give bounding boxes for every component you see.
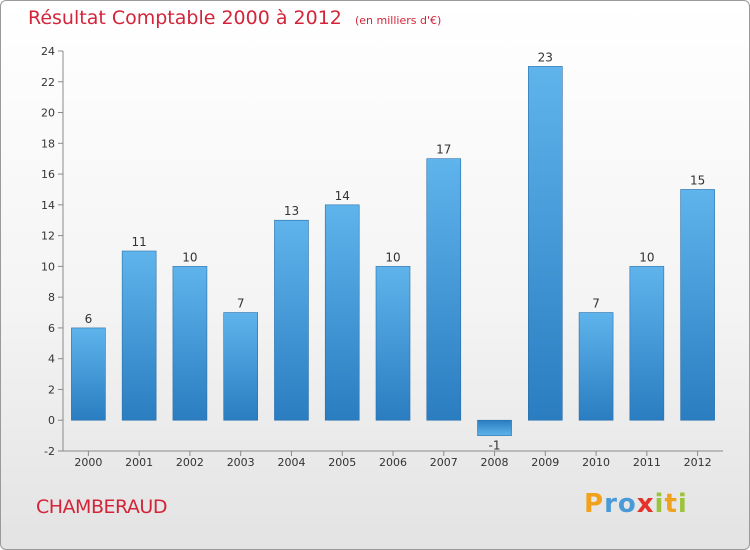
bar-2012	[680, 189, 715, 421]
y-tick-label: 14	[41, 199, 55, 212]
commune-name: CHAMBERAUD	[36, 496, 167, 518]
y-tick-label: 8	[48, 291, 55, 304]
value-label: -1	[489, 439, 501, 453]
y-tick-label: 16	[41, 168, 55, 181]
bar-2009	[528, 66, 563, 421]
value-label: 14	[335, 189, 350, 203]
x-tick-label: 2012	[684, 456, 712, 469]
proxiti-logo[interactable]: Proxiti	[584, 489, 688, 519]
value-label: 13	[284, 204, 299, 218]
value-label: 11	[132, 235, 147, 249]
chart-title: Résultat Comptable 2000 à 2012	[28, 7, 342, 29]
y-tick-label: 4	[48, 353, 55, 366]
logo-letter: t	[664, 489, 678, 519]
logo-letter: i	[654, 489, 665, 519]
x-tick-label: 2000	[74, 456, 102, 469]
labels-group: 6 11 10 7 13 14 10 17 -1 23 7 10 15	[85, 50, 706, 452]
x-tick-label: 2001	[125, 456, 153, 469]
value-label: 6	[85, 312, 93, 326]
y-tick-label: 20	[41, 107, 55, 120]
chart-subtitle: (en milliers d'€)	[354, 14, 442, 27]
x-tick-label: 2003	[227, 456, 255, 469]
bar-2000	[71, 327, 106, 421]
value-label: 23	[538, 50, 553, 64]
logo-letter: P	[584, 489, 605, 519]
x-tick-label: 2010	[582, 456, 610, 469]
y-tick-label: 12	[41, 230, 55, 243]
y-tick-label: 10	[41, 260, 55, 273]
bars-group	[71, 66, 715, 436]
value-label: 10	[182, 250, 197, 264]
chart-title-block: Résultat Comptable 2000 à 2012 (en milli…	[28, 7, 441, 29]
bar-2005	[324, 204, 360, 421]
value-label: 17	[436, 143, 451, 157]
value-label: 7	[592, 297, 600, 311]
value-label: 10	[385, 250, 400, 264]
bar-2007	[426, 158, 462, 421]
logo-letter: i	[677, 489, 688, 519]
bar-2002	[172, 266, 208, 421]
logo-letter: o	[617, 489, 637, 519]
y-tick-label: 24	[41, 45, 55, 58]
x-tick-label: 2009	[531, 456, 559, 469]
x-tick-label: 2005	[328, 456, 356, 469]
value-label: 7	[237, 297, 245, 311]
bar-2001	[121, 250, 157, 421]
x-tick-label: 2007	[430, 456, 458, 469]
y-tick-label: 2	[48, 383, 55, 396]
bar-2010	[578, 312, 614, 421]
bar-2006	[375, 266, 411, 421]
x-tick-label: 2004	[277, 456, 305, 469]
y-tick-label: -2	[44, 445, 55, 458]
y-tick-label: 22	[41, 76, 55, 89]
bar-2008	[477, 419, 512, 436]
x-tick-label: 2006	[379, 456, 407, 469]
y-tick-label: 6	[48, 322, 55, 335]
x-tick-label: 2008	[481, 456, 509, 469]
logo-letter: x	[636, 489, 655, 519]
bar-2011	[629, 266, 665, 421]
x-tick-label: 2011	[633, 456, 661, 469]
bar-2004	[274, 219, 309, 421]
value-label: 15	[690, 173, 705, 187]
value-label: 10	[639, 250, 654, 264]
bar-2003	[223, 312, 258, 421]
x-tick-label: 2002	[176, 456, 204, 469]
y-tick-label: 18	[41, 137, 55, 150]
logo-letter: r	[604, 489, 618, 519]
y-tick-label: 0	[48, 414, 55, 427]
